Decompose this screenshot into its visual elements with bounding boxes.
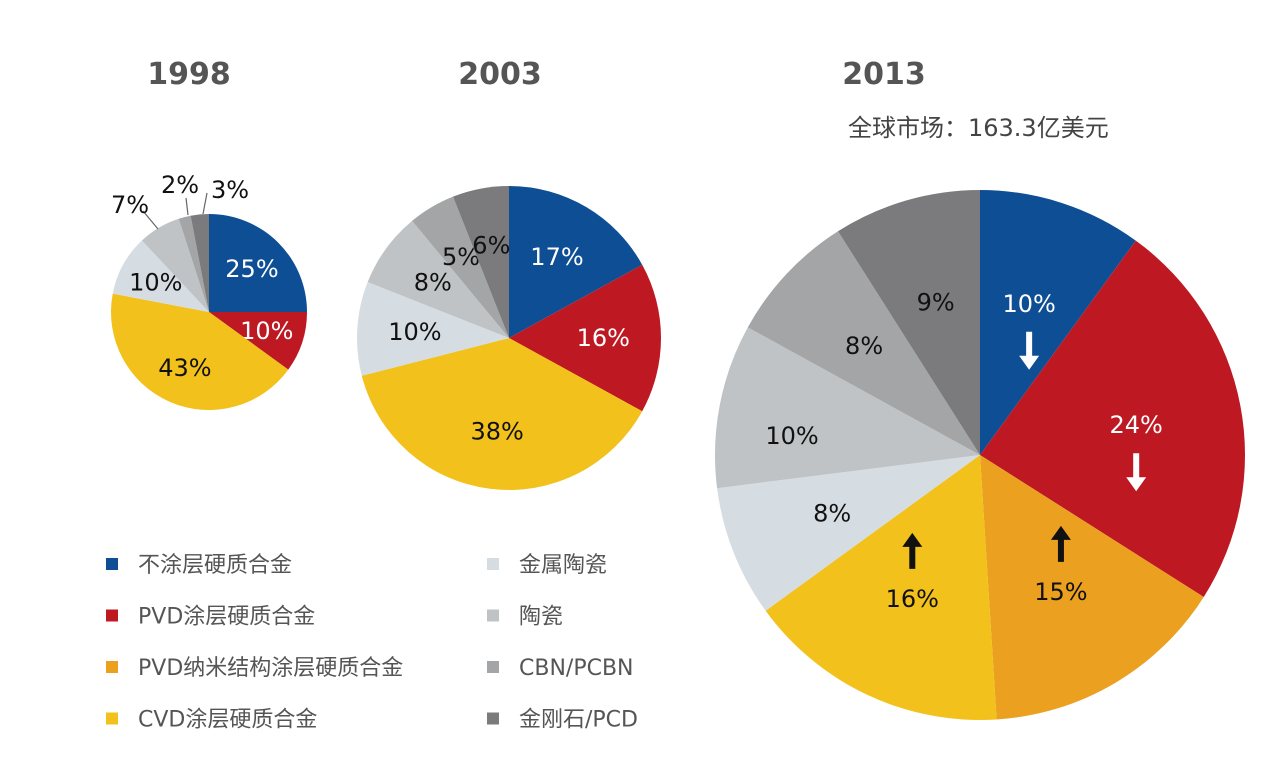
- legend-label: CVD涂层硬质合金: [138, 708, 317, 733]
- legend-swatch: [487, 712, 499, 725]
- pie-slice: [765, 455, 997, 720]
- pie-slice: [980, 240, 1245, 597]
- slice-label: 2%: [161, 171, 199, 199]
- pie-slice: [357, 282, 509, 376]
- slice-label: 7%: [111, 191, 149, 219]
- pie-chart-2003: 2003 17%16%38%10%8%5%6%: [357, 57, 662, 491]
- legend-swatch: [487, 558, 499, 570]
- slice-label: 3%: [211, 176, 249, 204]
- chart-title-1998: 1998: [147, 57, 231, 92]
- pie-slice: [980, 455, 1204, 720]
- pie-slice: [190, 214, 209, 312]
- pie-slice: [209, 214, 307, 312]
- down-arrow-icon: [1019, 331, 1040, 370]
- legend-label: 不涂层硬质合金: [138, 553, 292, 578]
- slice-label: 10%: [1002, 290, 1055, 318]
- legend-swatch: [106, 558, 118, 570]
- leader-line: [142, 210, 159, 230]
- leader-line: [202, 192, 208, 215]
- chart-title-2013: 2013: [842, 57, 926, 92]
- legend-label: PVD涂层硬质合金: [138, 605, 315, 630]
- legend-swatch: [106, 712, 118, 725]
- legend-label: 陶瓷: [519, 605, 563, 630]
- slice-label: 17%: [530, 243, 583, 271]
- pie-slice: [717, 455, 980, 611]
- pie-chart-2013: 2013 全球市场：163.3亿美元 10% 24% 15% 16% 8% 10% 8% 9%: [714, 57, 1245, 720]
- legend: 不涂层硬质合金 PVD涂层硬质合金 PVD纳米结构涂层硬质合金 CVD涂层硬质合金 金属…: [106, 553, 638, 733]
- pie-slice: [509, 264, 662, 412]
- pie-slice: [209, 312, 307, 370]
- slice-label: 10%: [765, 422, 818, 450]
- slice-label: 16%: [886, 585, 939, 613]
- slice-label: 8%: [813, 500, 851, 528]
- pie-chart-1998: 1998 25%10%43%10%7%2% 3%: [111, 57, 307, 410]
- pie-slice: [747, 231, 980, 455]
- leader-line: [185, 197, 189, 216]
- pie-slice: [361, 338, 643, 491]
- slice-label: 10%: [388, 318, 441, 346]
- slice-label: 9%: [917, 288, 955, 316]
- slice-label: 16%: [577, 324, 630, 352]
- slice-label: 43%: [158, 354, 211, 382]
- slice-label: 10%: [240, 317, 293, 345]
- legend-swatch: [487, 661, 499, 673]
- legend-swatch: [487, 609, 499, 622]
- pie-slice: [453, 186, 509, 338]
- slice-label: 25%: [225, 255, 278, 283]
- legend-label: PVD纳米结构涂层硬质合金: [138, 656, 403, 681]
- slice-label: 24%: [1110, 411, 1163, 439]
- down-arrow-icon: [1126, 453, 1147, 492]
- slice-label: 6%: [472, 231, 510, 259]
- slice-label: 15%: [1034, 578, 1087, 606]
- pie-slice: [112, 240, 209, 312]
- pie-slice: [367, 220, 509, 338]
- slice-label: 8%: [414, 269, 452, 297]
- legend-label: 金属陶瓷: [519, 553, 607, 578]
- slice-label: 8%: [845, 332, 883, 360]
- chart-subtitle-2013: 全球市场：163.3亿美元: [848, 114, 1109, 142]
- pie-slice: [838, 190, 980, 455]
- chart-title-2003: 2003: [458, 57, 542, 92]
- up-arrow-icon: [1050, 525, 1071, 562]
- pie-slice: [412, 196, 509, 338]
- pie-slice: [980, 190, 1136, 455]
- legend-label: 金刚石/PCD: [519, 708, 638, 733]
- up-arrow-icon: [902, 532, 923, 569]
- pie-slice: [714, 327, 980, 489]
- legend-swatch: [106, 661, 118, 673]
- legend-swatch: [106, 609, 118, 622]
- slice-label: 38%: [471, 417, 524, 445]
- legend-label: CBN/PCBN: [519, 656, 634, 681]
- pie-slice: [178, 215, 209, 312]
- pie-slice: [509, 186, 643, 338]
- pie-slice: [110, 293, 289, 410]
- pie-slice: [141, 218, 209, 312]
